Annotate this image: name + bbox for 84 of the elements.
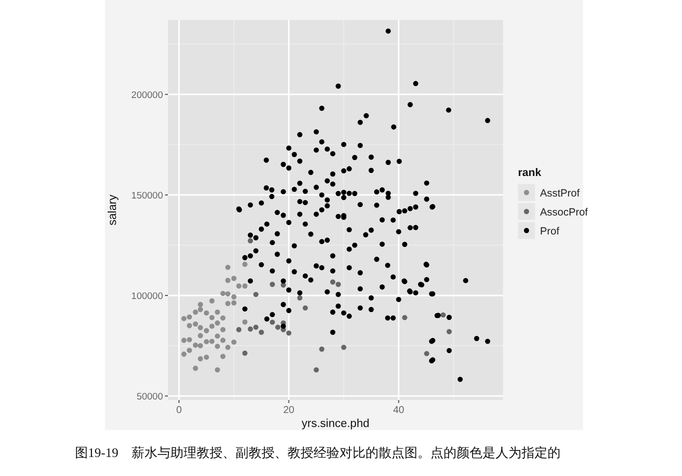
- point: [225, 278, 230, 283]
- point: [225, 300, 230, 306]
- point: [297, 295, 302, 300]
- point: [198, 302, 203, 308]
- point: [253, 292, 258, 298]
- point: [225, 264, 230, 270]
- point: [424, 350, 430, 356]
- point: [220, 315, 226, 321]
- point: [204, 354, 210, 360]
- point: [214, 310, 220, 315]
- y-tick-label: 100000: [131, 290, 163, 302]
- point: [225, 344, 230, 350]
- point: [192, 321, 198, 327]
- y-tick-label: 150000: [131, 190, 163, 202]
- point: [248, 326, 253, 332]
- x-tick-label: 40: [393, 405, 405, 416]
- point: [209, 314, 215, 320]
- point: [258, 330, 264, 335]
- legend-label: AssocProf: [540, 206, 588, 218]
- point: [209, 324, 215, 329]
- point: [270, 282, 275, 287]
- point: [319, 346, 324, 352]
- point: [214, 367, 220, 372]
- point: [242, 283, 248, 289]
- point: [204, 310, 210, 316]
- point: [181, 338, 187, 343]
- point: [198, 325, 203, 330]
- point: [314, 367, 319, 372]
- point: [242, 262, 248, 267]
- legend-label: Prof: [540, 226, 560, 238]
- point: [186, 348, 192, 353]
- x-tick-label: 0: [176, 405, 182, 416]
- point: [270, 320, 275, 325]
- point: [236, 327, 242, 332]
- legend-label: AsstProf: [540, 188, 580, 200]
- point: [231, 339, 236, 345]
- caption: 图19-19 薪水与助理教授、副教授、教授经验对比的散点图。点的颜色是人为指定的: [75, 445, 560, 460]
- legend-title: rank: [518, 167, 542, 179]
- point: [192, 342, 198, 348]
- point: [336, 282, 341, 287]
- point: [253, 324, 258, 330]
- point: [231, 276, 236, 281]
- point: [198, 356, 203, 362]
- point: [242, 350, 248, 356]
- point: [275, 324, 280, 330]
- point: [220, 338, 226, 343]
- x-tick-label: 20: [283, 405, 295, 416]
- point: [231, 294, 236, 300]
- y-axis-title: salary: [107, 194, 119, 226]
- point: [209, 338, 215, 344]
- point: [330, 279, 336, 285]
- point: [446, 329, 452, 334]
- point: [181, 316, 187, 322]
- point: [225, 291, 230, 296]
- point: [186, 314, 192, 320]
- point: [440, 312, 446, 318]
- point: [231, 300, 236, 306]
- point: [214, 333, 220, 339]
- point: [198, 333, 203, 338]
- point: [302, 305, 308, 311]
- point: [286, 330, 292, 336]
- point: [192, 310, 198, 315]
- point: [236, 283, 242, 289]
- y-tick-label: 50000: [136, 391, 163, 402]
- point: [220, 327, 226, 332]
- point: [242, 319, 248, 325]
- point: [220, 354, 226, 359]
- point: [186, 323, 192, 328]
- y-tick-label: 200000: [131, 90, 163, 101]
- point: [220, 290, 226, 296]
- point: [192, 366, 198, 371]
- point: [341, 344, 346, 350]
- point: [209, 298, 215, 304]
- point: [248, 238, 253, 244]
- point: [214, 320, 220, 326]
- point: [186, 337, 192, 342]
- point: [181, 352, 187, 357]
- point: [198, 343, 203, 348]
- point: [402, 314, 408, 320]
- point: [214, 344, 220, 349]
- x-axis-title: yrs.since.phd: [302, 418, 370, 430]
- point: [198, 306, 203, 312]
- point: [204, 328, 210, 334]
- point: [204, 339, 210, 344]
